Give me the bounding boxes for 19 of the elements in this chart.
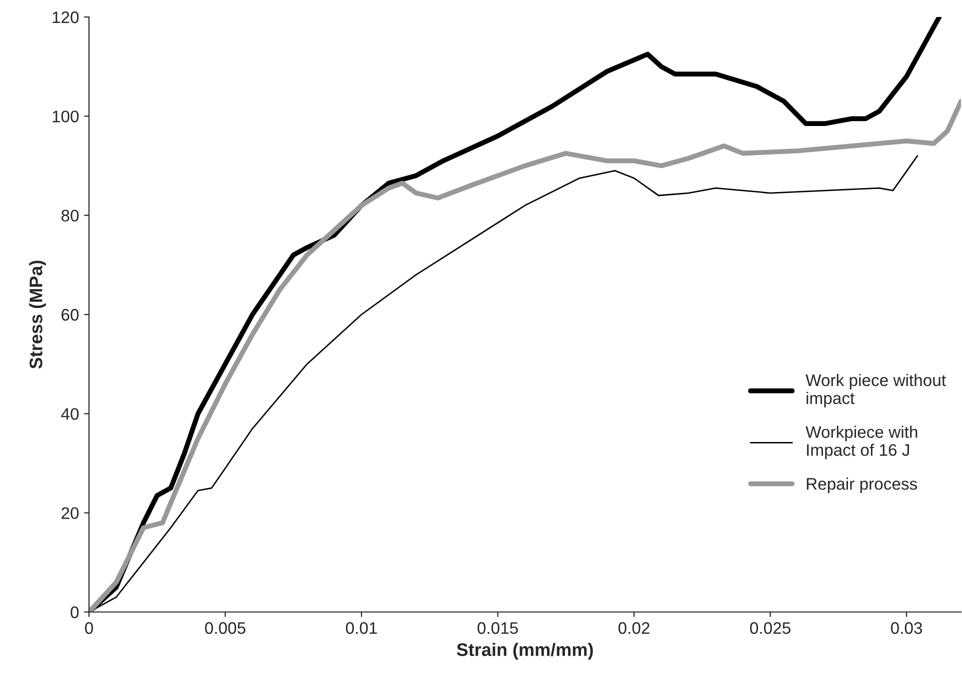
y-tick-label: 60 — [62, 308, 79, 321]
y-axis-title: Stress (MPa) — [29, 260, 46, 369]
y-tick-label: 100 — [52, 110, 79, 122]
x-tick-label: 0.005 — [205, 622, 246, 634]
legend-label: Workpiece with Impact of 16 J — [806, 426, 918, 460]
x-tick-label: 0.025 — [750, 622, 790, 634]
legend-label: Repair process — [806, 478, 918, 494]
x-tick-label: 0.02 — [618, 622, 650, 634]
y-tick-label: 40 — [61, 408, 79, 420]
x-axis-title: Strain (mm/mm) — [456, 642, 593, 660]
y-tick-label: 80 — [61, 210, 79, 222]
y-tick-label: 0 — [70, 606, 79, 618]
y-tick-label: 20 — [62, 507, 79, 520]
x-tick-label: 0 — [85, 622, 93, 634]
x-tick-label: 0.03 — [890, 622, 922, 634]
x-tick-label: 0.015 — [478, 622, 518, 634]
x-tick-label: 0.01 — [346, 622, 377, 634]
y-tick-label: 120 — [52, 11, 79, 24]
legend-label: Work piece without impact — [806, 374, 946, 408]
